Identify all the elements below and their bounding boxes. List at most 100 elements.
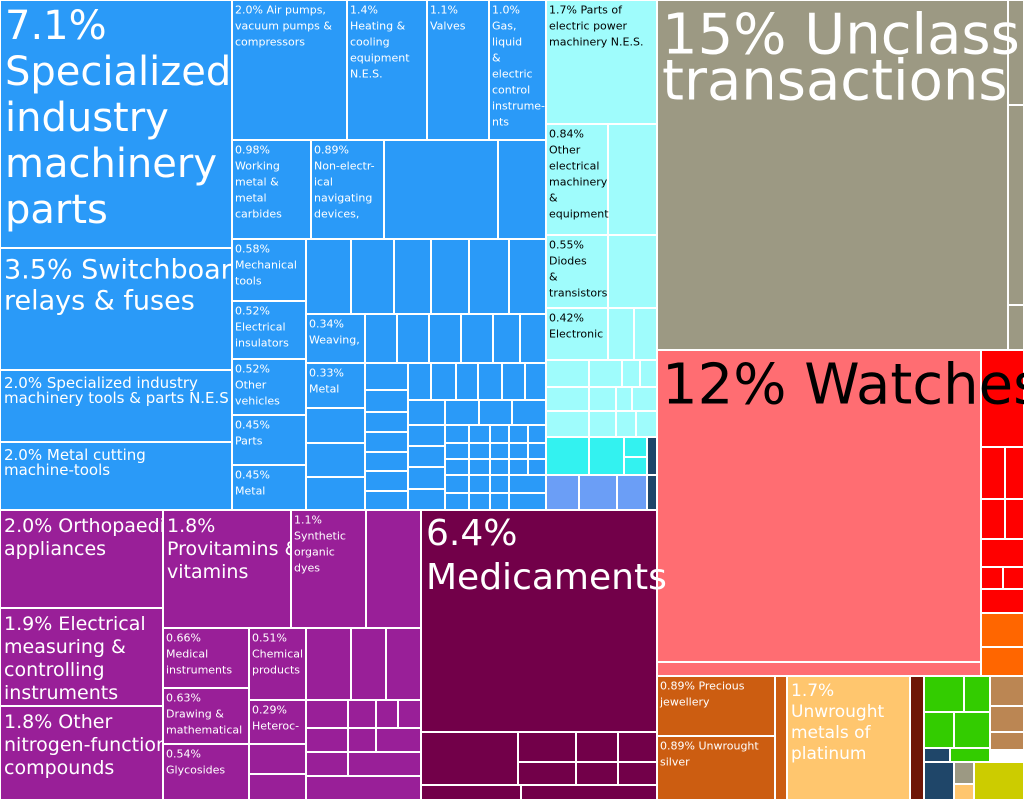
treemap-tile: [1002, 566, 1024, 590]
treemap-tile-labeled: [0, 607, 164, 707]
treemap-tile: [923, 711, 955, 749]
treemap-tile: [347, 727, 377, 753]
tile-label: 12% Watches: [662, 353, 1024, 418]
treemap-tile: [385, 627, 422, 701]
treemap-tile: [909, 675, 925, 800]
treemap-tile: [646, 474, 658, 511]
treemap-tile: [364, 451, 409, 472]
treemap-tile: [508, 492, 547, 511]
treemap-tile: [578, 474, 618, 511]
treemap-tile: [305, 775, 422, 800]
treemap-tile: [428, 313, 462, 364]
treemap-tile: [1007, 104, 1024, 306]
treemap-tile: [407, 362, 432, 401]
treemap-tile: [617, 731, 658, 763]
treemap-tile: [616, 474, 648, 511]
treemap-tile: [980, 612, 1024, 648]
treemap-tile: [364, 389, 409, 413]
treemap-tile: [774, 675, 788, 800]
treemap-tile-labeled: [545, 0, 658, 125]
treemap-tile: [444, 424, 470, 444]
treemap-tile: [1004, 446, 1024, 500]
treemap-tile: [364, 490, 409, 511]
treemap-tile-labeled: [305, 362, 366, 409]
treemap-tile-labeled: [420, 509, 658, 733]
tile-label: 0.51% Chemical products: [252, 632, 303, 677]
treemap-tile: [656, 661, 982, 677]
treemap-tile: [305, 407, 366, 444]
tile-label: 1.7% Parts of electric power machinery N.E…: [549, 4, 643, 49]
treemap-tile: [489, 458, 510, 476]
treemap-tile: [248, 773, 307, 800]
treemap-tile: [444, 492, 470, 511]
treemap-tile: [520, 784, 658, 800]
treemap-tile-labeled: [656, 349, 982, 663]
treemap-tile: [478, 399, 513, 426]
treemap-tile: [305, 238, 352, 315]
tile-label: 6.4% Medicaments: [426, 513, 667, 598]
treemap-tile: [980, 588, 1024, 614]
treemap-tile: [508, 474, 547, 494]
treemap-tile: [508, 424, 529, 444]
treemap-tile: [407, 466, 446, 490]
treemap-tile: [365, 509, 422, 629]
treemap-tile: [508, 442, 529, 460]
tile-label: 0.45% Parts: [235, 419, 270, 448]
tile-label: 3.5% Switchboards, relays & fuses: [4, 254, 271, 316]
treemap-tile: [420, 731, 519, 786]
treemap-tile-labeled: [162, 627, 250, 689]
treemap-tile: [468, 474, 491, 494]
treemap-tile: [468, 424, 491, 444]
treemap-tile: [364, 313, 398, 364]
treemap-tile-labeled: [786, 675, 911, 800]
treemap-tile: [517, 731, 577, 763]
treemap-tile: [489, 442, 510, 460]
treemap-tile: [468, 458, 491, 476]
treemap-tile: [444, 442, 470, 460]
treemap-tile: [545, 359, 590, 388]
treemap-tile: [980, 566, 1004, 590]
treemap-tile: [980, 646, 1024, 677]
treemap-tile: [468, 442, 491, 460]
treemap-tile: [607, 123, 658, 236]
treemap-tile: [989, 705, 1024, 733]
treemap-tile: [545, 436, 590, 476]
tile-label: 0.89% Unwrought silver: [660, 740, 759, 769]
tile-label: 0.33% Metal: [309, 367, 344, 396]
treemap-tile: [444, 474, 470, 494]
treemap-tile: [468, 238, 510, 315]
treemap-tile: [617, 761, 658, 786]
tile-label: 0.29% Heteroc-: [252, 704, 299, 733]
treemap-tile: [501, 362, 526, 401]
treemap-tile: [444, 399, 480, 426]
treemap-tile-labeled: [248, 627, 307, 701]
treemap-tile: [623, 436, 648, 458]
treemap-tile-labeled: [162, 743, 250, 800]
tile-label: 0.34% Weaving,: [309, 318, 360, 347]
treemap-tile: [305, 476, 366, 511]
treemap-tile: [646, 436, 658, 476]
treemap-tile: [953, 711, 991, 749]
treemap-tile: [575, 731, 619, 763]
treemap-tile-labeled: [488, 0, 547, 141]
treemap-tile: [305, 627, 352, 701]
treemap-tile: [397, 699, 422, 729]
treemap-tile: [575, 761, 619, 786]
treemap-tile-labeled: [0, 0, 233, 249]
treemap-tile-labeled: [231, 0, 348, 141]
treemap-tile: [635, 410, 658, 438]
treemap-tile: [607, 234, 658, 309]
treemap-tile: [588, 436, 625, 476]
tile-label: 0.45% Metal: [235, 469, 270, 498]
treemap-tile: [350, 627, 387, 701]
treemap-tile: [489, 492, 510, 511]
treemap-tile-labeled: [0, 441, 233, 511]
treemap-tile: [492, 313, 521, 364]
treemap-tile: [923, 675, 965, 713]
treemap-tile-labeled: [310, 139, 385, 240]
treemap-tile: [923, 747, 951, 763]
treemap-tile-labeled: [231, 464, 307, 511]
tile-label: 0.84% Other electrical machinery & equipment: [549, 128, 609, 221]
treemap-tile: [375, 727, 422, 753]
